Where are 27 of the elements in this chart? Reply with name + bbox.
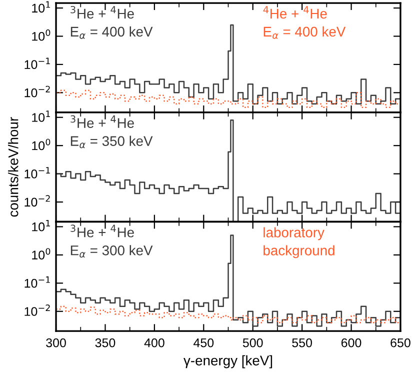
x-axis-title: γ-energy [keV]	[184, 355, 272, 368]
x-tick-label: 450	[194, 338, 214, 348]
y-tick-label: 10$^{1}$	[32, 220, 50, 232]
y-tick-label: 10$^{−1}$	[24, 167, 50, 178]
y-tick-label: 10$^{−2}$	[24, 86, 50, 98]
x-tick-label: 650	[390, 338, 410, 348]
x-tick-label: 500	[242, 338, 263, 348]
x-tick-label: 350	[95, 338, 116, 348]
x-tick-label: 300	[46, 338, 66, 348]
y-tick-label: 10$^{−1}$	[24, 58, 50, 70]
y-tick-label: 10$^{1}$	[32, 110, 50, 122]
y-tick-label: 10$^{−2}$	[24, 195, 50, 207]
text: $^{3}$He + $^{4}$He E$_{α}$ = 350 keV	[70, 115, 153, 148]
y-tick-label: 10$^{−1}$	[24, 276, 50, 288]
y-axis-title: counts/keV/hour	[8, 117, 18, 217]
y-tick-label: 10$^{0}$	[32, 138, 50, 150]
text: $^{4}$He + $^{4}$He E$_{α}$ = 400 keV	[263, 6, 346, 39]
x-tick-label: 550	[292, 338, 312, 348]
text: laboratory background	[264, 227, 334, 258]
x-tick-label: 600	[341, 338, 362, 348]
text: $^{3}$He + $^{4}$He E$_{α}$ = 400 keV	[70, 6, 153, 39]
text: $^{3}$He + $^{4}$He E$_{α}$ = 300 keV	[70, 224, 153, 258]
y-tick-label: 10$^{0}$	[32, 248, 50, 260]
y-tick-label: 10$^{1}$	[32, 1, 50, 13]
y-tick-label: 10$^{0}$	[32, 29, 50, 41]
x-tick-label: 400	[144, 338, 164, 348]
y-tick-label: 10$^{−2}$	[24, 304, 50, 316]
